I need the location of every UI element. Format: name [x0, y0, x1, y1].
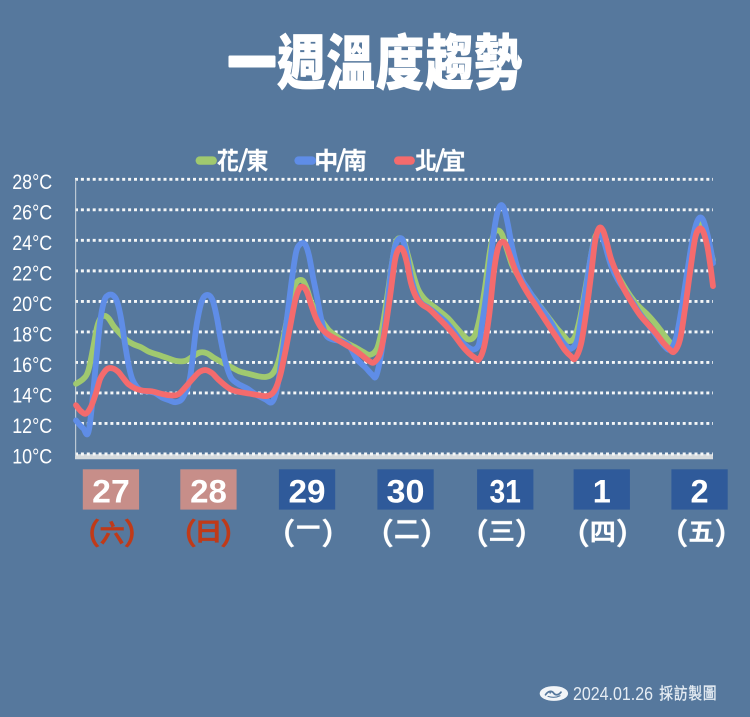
- svg-text:16°C: 16°C: [12, 353, 52, 377]
- svg-text:2: 2: [690, 473, 708, 509]
- svg-text:26°C: 26°C: [12, 200, 52, 224]
- svg-text:2024.01.26: 2024.01.26: [573, 684, 653, 704]
- svg-text:20°C: 20°C: [12, 292, 52, 316]
- svg-text:28: 28: [190, 473, 227, 509]
- svg-text:12°C: 12°C: [12, 414, 52, 438]
- svg-text:14°C: 14°C: [12, 384, 52, 408]
- svg-text:10°C: 10°C: [12, 445, 52, 469]
- svg-text:30: 30: [387, 473, 425, 509]
- svg-text:22°C: 22°C: [12, 262, 52, 286]
- svg-text:28°C: 28°C: [12, 170, 52, 194]
- svg-text:29: 29: [289, 473, 326, 509]
- svg-text:1: 1: [593, 473, 611, 509]
- svg-text:31: 31: [489, 473, 521, 509]
- svg-text:24°C: 24°C: [12, 231, 52, 255]
- svg-text:18°C: 18°C: [12, 323, 52, 347]
- svg-text:27: 27: [92, 473, 130, 509]
